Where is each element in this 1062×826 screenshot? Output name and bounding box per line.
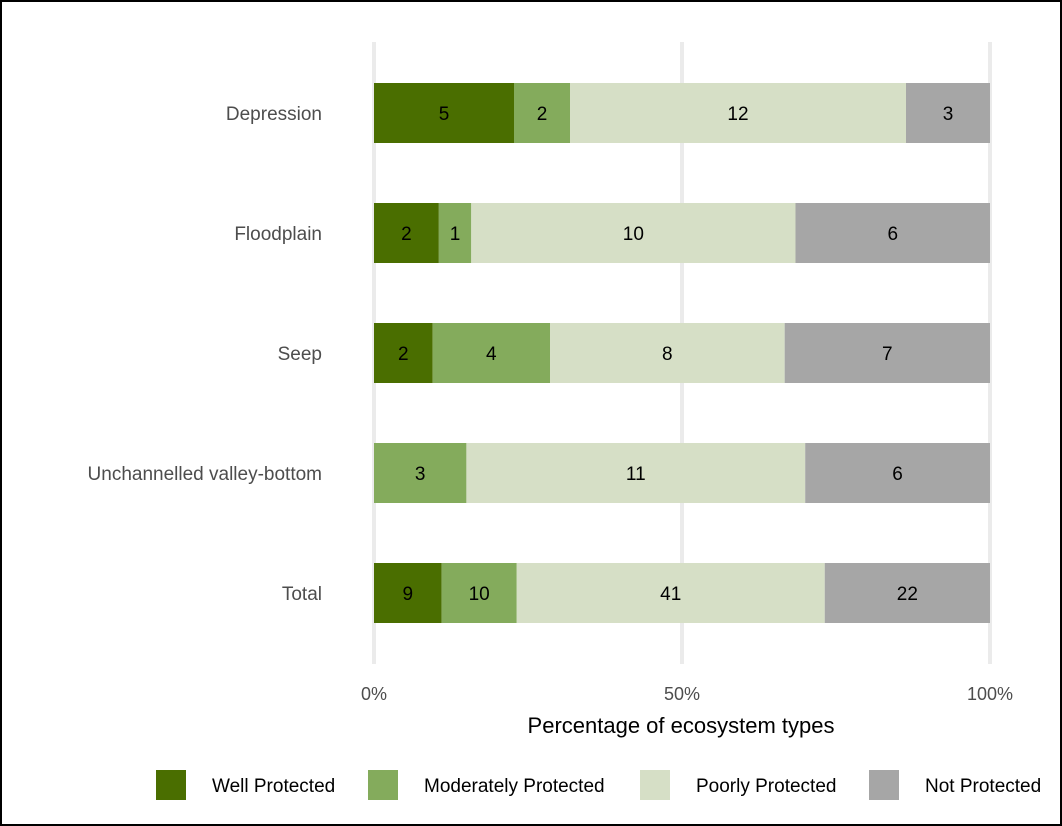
legend-swatch xyxy=(869,770,899,800)
bar-segment xyxy=(906,83,990,143)
x-tick-label: 100% xyxy=(967,684,1013,704)
legend-swatch xyxy=(368,770,398,800)
category-label: Seep xyxy=(278,344,322,365)
bar-segment xyxy=(432,323,550,383)
legend-swatch xyxy=(640,770,670,800)
bar-value-label: 1 xyxy=(450,224,461,245)
category-labels: Depression Floodplain Seep Unchannelled val… xyxy=(88,104,322,605)
bar-value-label: 2 xyxy=(398,344,409,365)
bar-value-label: 7 xyxy=(882,344,893,365)
bar-value-label: 11 xyxy=(626,464,646,485)
bar-segment xyxy=(438,203,472,263)
bar-value-label: 5 xyxy=(439,104,450,125)
bar-segment xyxy=(824,563,990,623)
bar-value-label: 3 xyxy=(415,464,426,485)
bar-value-label: 3 xyxy=(943,104,954,125)
bars xyxy=(374,83,990,623)
x-tick-labels: 0% 50% 100% xyxy=(361,684,1013,704)
bar-segment xyxy=(514,83,570,143)
bar-segment xyxy=(374,323,433,383)
bar-segment xyxy=(374,443,467,503)
bar-value-label: 2 xyxy=(537,104,548,125)
bar-segment xyxy=(471,203,796,263)
legend-label: Not Protected xyxy=(925,776,1041,797)
bar-value-label: 12 xyxy=(727,104,748,125)
bar-value-label: 6 xyxy=(887,224,898,245)
bar-segment xyxy=(570,83,906,143)
x-tick-label: 0% xyxy=(361,684,387,704)
legend-label: Moderately Protected xyxy=(424,776,605,797)
bar-value-label: 41 xyxy=(660,584,681,605)
legend-swatch xyxy=(156,770,186,800)
legend: Well Protected Moderately Protected Poorly… xyxy=(156,770,1041,800)
bar-segment xyxy=(516,563,825,623)
bar-segment xyxy=(550,323,785,383)
bar-value-label: 22 xyxy=(897,584,918,605)
bar-value-label: 6 xyxy=(892,464,903,485)
category-label: Total xyxy=(282,584,322,605)
x-tick-label: 50% xyxy=(664,684,700,704)
bar-value-label: 2 xyxy=(401,224,412,245)
bar-value-label: 10 xyxy=(469,584,490,605)
bar-value-label: 8 xyxy=(662,344,673,365)
bar-segment xyxy=(374,563,442,623)
legend-label: Well Protected xyxy=(212,776,335,797)
legend-label: Poorly Protected xyxy=(696,776,836,797)
bar-value-label: 9 xyxy=(403,584,414,605)
bar-value-label: 4 xyxy=(486,344,497,365)
bar-segment xyxy=(784,323,990,383)
bar-value-label: 10 xyxy=(623,224,644,245)
category-label: Unchannelled valley-bottom xyxy=(88,464,322,485)
category-label: Floodplain xyxy=(234,224,322,245)
bar-segment xyxy=(441,563,517,623)
value-labels: 5 2 12 3 2 1 10 6 2 4 8 7 3 11 6 9 10 41 22 xyxy=(398,104,953,605)
bar-segment xyxy=(374,203,439,263)
bar-segment xyxy=(795,203,990,263)
bar-segment xyxy=(466,443,806,503)
bar-segment xyxy=(374,83,514,143)
bar-segment xyxy=(805,443,990,503)
x-axis-title: Percentage of ecosystem types xyxy=(528,713,835,738)
category-label: Depression xyxy=(226,104,322,125)
